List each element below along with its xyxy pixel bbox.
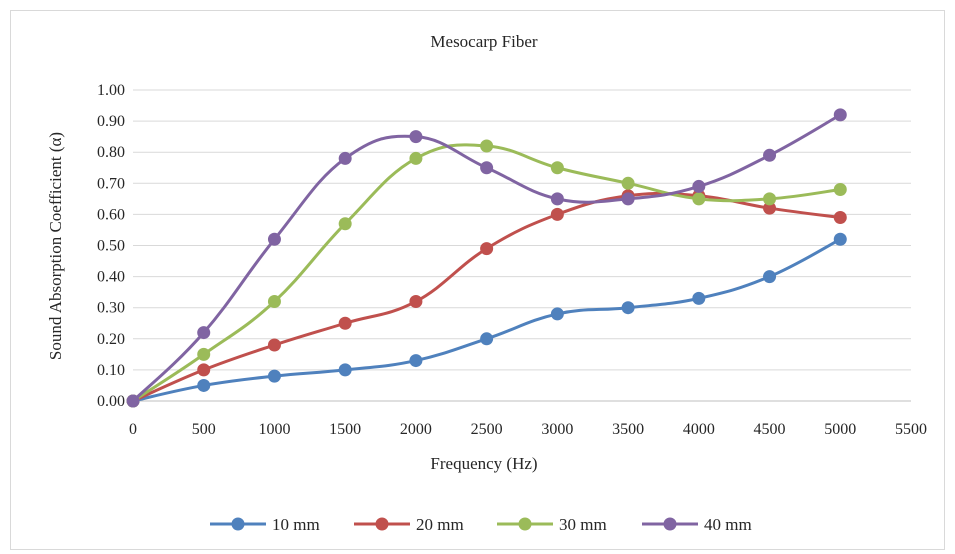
data-point	[409, 354, 423, 368]
data-point	[409, 130, 423, 144]
legend-marker	[231, 517, 245, 531]
x-tick-label: 1500	[329, 421, 361, 438]
data-point	[480, 242, 494, 256]
legend-label: 40 mm	[704, 515, 752, 534]
data-point	[621, 192, 635, 206]
x-tick-label: 1000	[258, 421, 290, 438]
y-tick-label: 0.90	[97, 113, 125, 130]
x-tick-label: 2500	[471, 421, 503, 438]
data-point	[550, 161, 564, 175]
legend-item: 40 mm	[642, 515, 752, 534]
data-point	[197, 347, 211, 361]
legend: 10 mm 20 mm 30 mm 40 mm	[210, 515, 752, 534]
data-point	[197, 326, 211, 340]
y-axis-ticks: 0.00 0.10 0.20 0.30 0.40 0.50 0.60 0.70 0.80 0.90…	[97, 82, 125, 410]
legend-label: 10 mm	[272, 515, 320, 534]
data-point	[833, 108, 847, 122]
data-point	[833, 211, 847, 225]
data-point	[338, 363, 352, 377]
series-line	[131, 113, 842, 403]
x-tick-label: 5000	[824, 421, 856, 438]
y-tick-label: 0.10	[97, 362, 125, 379]
data-point	[267, 338, 281, 352]
series-layer	[126, 108, 847, 408]
y-axis-title: Sound Absorption Coefficient (α)	[46, 132, 65, 360]
data-point	[692, 291, 706, 305]
data-point	[763, 148, 777, 162]
legend-marker	[518, 517, 532, 531]
data-point	[621, 301, 635, 315]
series-10-mm	[126, 232, 847, 408]
legend-item: 30 mm	[497, 515, 607, 534]
chart-frame	[10, 10, 945, 550]
data-point	[197, 378, 211, 392]
series-40-mm	[126, 108, 847, 408]
data-point	[550, 307, 564, 321]
x-tick-label: 5500	[895, 421, 927, 438]
data-point	[480, 139, 494, 153]
data-point	[480, 161, 494, 175]
y-tick-label: 0.30	[97, 300, 125, 317]
data-point	[550, 207, 564, 221]
data-point	[763, 201, 777, 215]
x-tick-label: 3500	[612, 421, 644, 438]
series-20-mm	[126, 189, 847, 408]
y-tick-label: 0.70	[97, 175, 125, 192]
legend-label: 30 mm	[559, 515, 607, 534]
data-point	[267, 232, 281, 246]
data-point	[833, 183, 847, 197]
y-tick-label: 1.00	[97, 82, 125, 99]
legend-marker	[375, 517, 389, 531]
x-tick-label: 0	[129, 421, 137, 438]
series-line	[131, 237, 842, 403]
data-point	[833, 232, 847, 246]
data-point	[338, 316, 352, 330]
data-point	[267, 369, 281, 383]
x-axis-ticks: 0 500 1000 1500 2000 2500 3000 3500 4000 4500 5000…	[129, 421, 927, 438]
data-point	[621, 176, 635, 190]
y-tick-label: 0.20	[97, 331, 125, 348]
y-tick-label: 0.80	[97, 144, 125, 161]
x-tick-label: 4000	[683, 421, 715, 438]
data-point	[692, 179, 706, 193]
legend-label: 20 mm	[416, 515, 464, 534]
y-tick-label: 0.40	[97, 269, 125, 286]
x-tick-label: 4500	[754, 421, 786, 438]
data-point	[126, 394, 140, 408]
legend-item: 20 mm	[354, 515, 464, 534]
legend-item: 10 mm	[210, 515, 320, 534]
x-tick-label: 3000	[541, 421, 573, 438]
y-tick-label: 0.00	[97, 393, 125, 410]
data-point	[338, 217, 352, 231]
chart-title: Mesocarp Fiber	[430, 32, 538, 51]
gridlines	[133, 89, 911, 371]
data-point	[338, 151, 352, 165]
series-line	[131, 143, 842, 403]
legend-marker	[663, 517, 677, 531]
data-point	[550, 192, 564, 206]
data-point	[480, 332, 494, 346]
x-axis-title: Frequency (Hz)	[430, 454, 537, 473]
data-point	[197, 363, 211, 377]
data-point	[409, 294, 423, 308]
data-point	[763, 192, 777, 206]
data-point	[267, 294, 281, 308]
x-tick-label: 500	[192, 421, 216, 438]
series-30-mm	[126, 139, 847, 408]
y-tick-label: 0.60	[97, 206, 125, 223]
data-point	[692, 192, 706, 206]
x-tick-label: 2000	[400, 421, 432, 438]
y-tick-label: 0.50	[97, 238, 125, 255]
data-point	[763, 270, 777, 284]
data-point	[409, 151, 423, 165]
